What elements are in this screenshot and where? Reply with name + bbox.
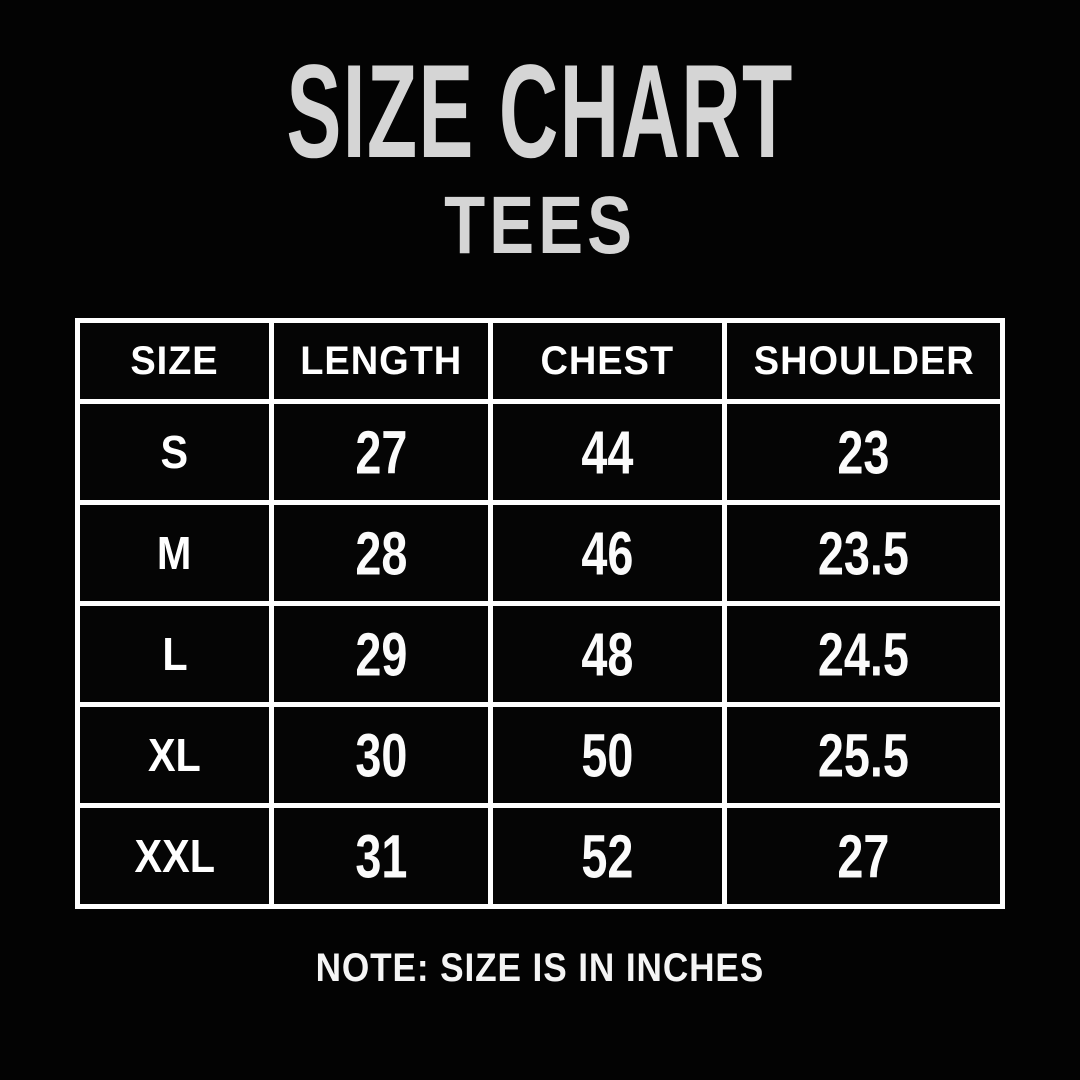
column-header-size-label: SIZE <box>130 338 219 383</box>
column-header-length-label: LENGTH <box>299 338 462 383</box>
size-label-cell: S <box>74 399 275 505</box>
measurement-cell: 24.5 <box>722 601 1005 707</box>
measurement-value: 25.5 <box>818 720 910 790</box>
measurement-value: 23.5 <box>818 518 910 588</box>
measurement-value: 27 <box>354 417 407 487</box>
measurement-cell: 44 <box>487 399 728 505</box>
column-header-size: SIZE <box>74 318 275 404</box>
measurement-cell: 23.5 <box>722 500 1005 606</box>
size-table-body: S 27 44 23 M 28 46 23.5 L 29 48 24.5 XL 30 50 25.5 XXL 31… <box>74 399 1005 909</box>
size-label: S <box>160 426 189 478</box>
measurement-cell: 27 <box>269 399 493 505</box>
size-label-cell: XXL <box>74 803 275 909</box>
column-header-chest-label: CHEST <box>540 338 675 383</box>
measurement-cell: 48 <box>487 601 728 707</box>
measurement-value: 29 <box>354 619 407 689</box>
measurement-value: 31 <box>354 821 407 891</box>
header: SIZE CHART TEES <box>0 46 1080 267</box>
measurement-cell: 27 <box>722 803 1005 909</box>
measurement-cell: 30 <box>269 702 493 808</box>
measurement-value: 52 <box>581 821 634 891</box>
footer-note-text: NOTE: SIZE IS IN INCHES <box>315 946 765 990</box>
measurement-value: 23 <box>837 417 890 487</box>
measurement-value: 30 <box>354 720 407 790</box>
column-header-chest: CHEST <box>487 318 728 404</box>
page-subtitle: TEES <box>0 185 1080 267</box>
measurement-cell: 52 <box>487 803 728 909</box>
measurement-value: 28 <box>354 518 407 588</box>
measurement-cell: 25.5 <box>722 702 1005 808</box>
table-row: M 28 46 23.5 <box>74 500 1005 606</box>
measurement-value: 48 <box>581 619 634 689</box>
table-row: XXL 31 52 27 <box>74 803 1005 909</box>
measurement-value: 50 <box>581 720 634 790</box>
size-label-cell: M <box>74 500 275 606</box>
column-header-shoulder-label: SHOULDER <box>753 338 975 383</box>
measurement-cell: 46 <box>487 500 728 606</box>
size-label: M <box>157 527 192 579</box>
measurement-value: 44 <box>581 417 634 487</box>
measurement-cell: 50 <box>487 702 728 808</box>
size-label: XXL <box>134 830 215 882</box>
column-header-length: LENGTH <box>269 318 493 404</box>
page-title: SIZE CHART <box>0 46 1080 179</box>
page-title-text: SIZE CHART <box>286 38 794 186</box>
size-table-header: SIZE LENGTH CHEST SHOULDER <box>74 318 1005 404</box>
size-label: L <box>161 628 188 680</box>
table-row: XL 30 50 25.5 <box>74 702 1005 808</box>
page-subtitle-text: TEES <box>443 180 637 271</box>
measurement-value: 27 <box>837 821 890 891</box>
table-row: L 29 48 24.5 <box>74 601 1005 707</box>
table-row: S 27 44 23 <box>74 399 1005 505</box>
size-label-cell: XL <box>74 702 275 808</box>
measurement-value: 46 <box>581 518 634 588</box>
measurement-cell: 23 <box>722 399 1005 505</box>
footer-note: NOTE: SIZE IS IN INCHES <box>0 946 1080 991</box>
column-header-shoulder: SHOULDER <box>722 318 1005 404</box>
size-label-cell: L <box>74 601 275 707</box>
measurement-value: 24.5 <box>818 619 910 689</box>
measurement-cell: 29 <box>269 601 493 707</box>
size-label: XL <box>148 729 202 781</box>
header-row: SIZE LENGTH CHEST SHOULDER <box>74 318 1005 404</box>
measurement-cell: 28 <box>269 500 493 606</box>
measurement-cell: 31 <box>269 803 493 909</box>
size-table: SIZE LENGTH CHEST SHOULDER S 27 44 23 M 28 46 2… <box>74 318 1005 909</box>
